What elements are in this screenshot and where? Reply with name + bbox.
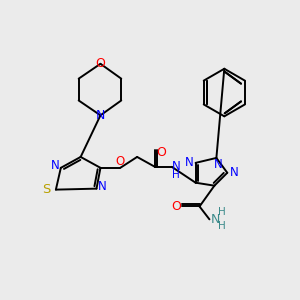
Text: N: N: [211, 213, 220, 226]
Text: N: N: [230, 166, 239, 179]
Text: N: N: [171, 160, 180, 173]
Text: H: H: [218, 207, 226, 218]
Text: O: O: [171, 200, 181, 213]
Text: O: O: [156, 146, 166, 160]
Text: N: N: [185, 156, 194, 170]
Text: H: H: [218, 221, 226, 231]
Text: S: S: [43, 183, 51, 196]
Text: N: N: [50, 159, 59, 172]
Text: N: N: [98, 180, 107, 193]
Text: N: N: [214, 158, 223, 171]
Text: H: H: [172, 170, 180, 180]
Text: O: O: [95, 57, 105, 70]
Text: O: O: [116, 155, 125, 168]
Text: N: N: [96, 109, 105, 122]
